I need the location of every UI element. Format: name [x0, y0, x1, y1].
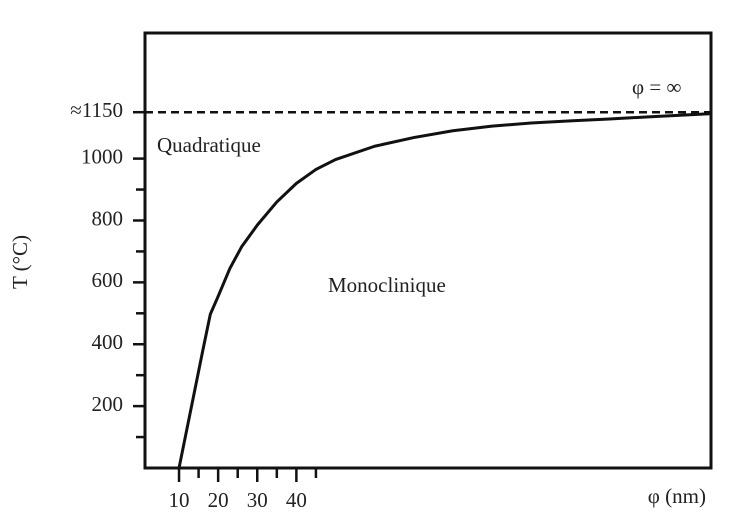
- x-tick-label: 30: [247, 488, 268, 512]
- y-tick-label: 800: [92, 206, 124, 230]
- annotation: Quadratique: [157, 133, 261, 157]
- plot-frame: [143, 31, 713, 470]
- y-axis-label: T (°C): [8, 235, 32, 289]
- x-tick-label: 40: [286, 488, 307, 512]
- annotation: Monoclinique: [328, 273, 446, 297]
- annotation: φ = ∞: [632, 75, 681, 99]
- y-tick-label: 200: [92, 392, 124, 416]
- x-tick-label: 20: [208, 488, 229, 512]
- y-tick-label: 400: [92, 330, 124, 354]
- x-axis-label: φ (nm): [648, 484, 706, 508]
- x-tick-label: 10: [169, 488, 190, 512]
- y-tick-label: ≈1150: [70, 98, 123, 122]
- y-tick-label: 1000: [81, 144, 123, 168]
- y-tick-label: 600: [92, 268, 124, 292]
- curve: [177, 112, 710, 469]
